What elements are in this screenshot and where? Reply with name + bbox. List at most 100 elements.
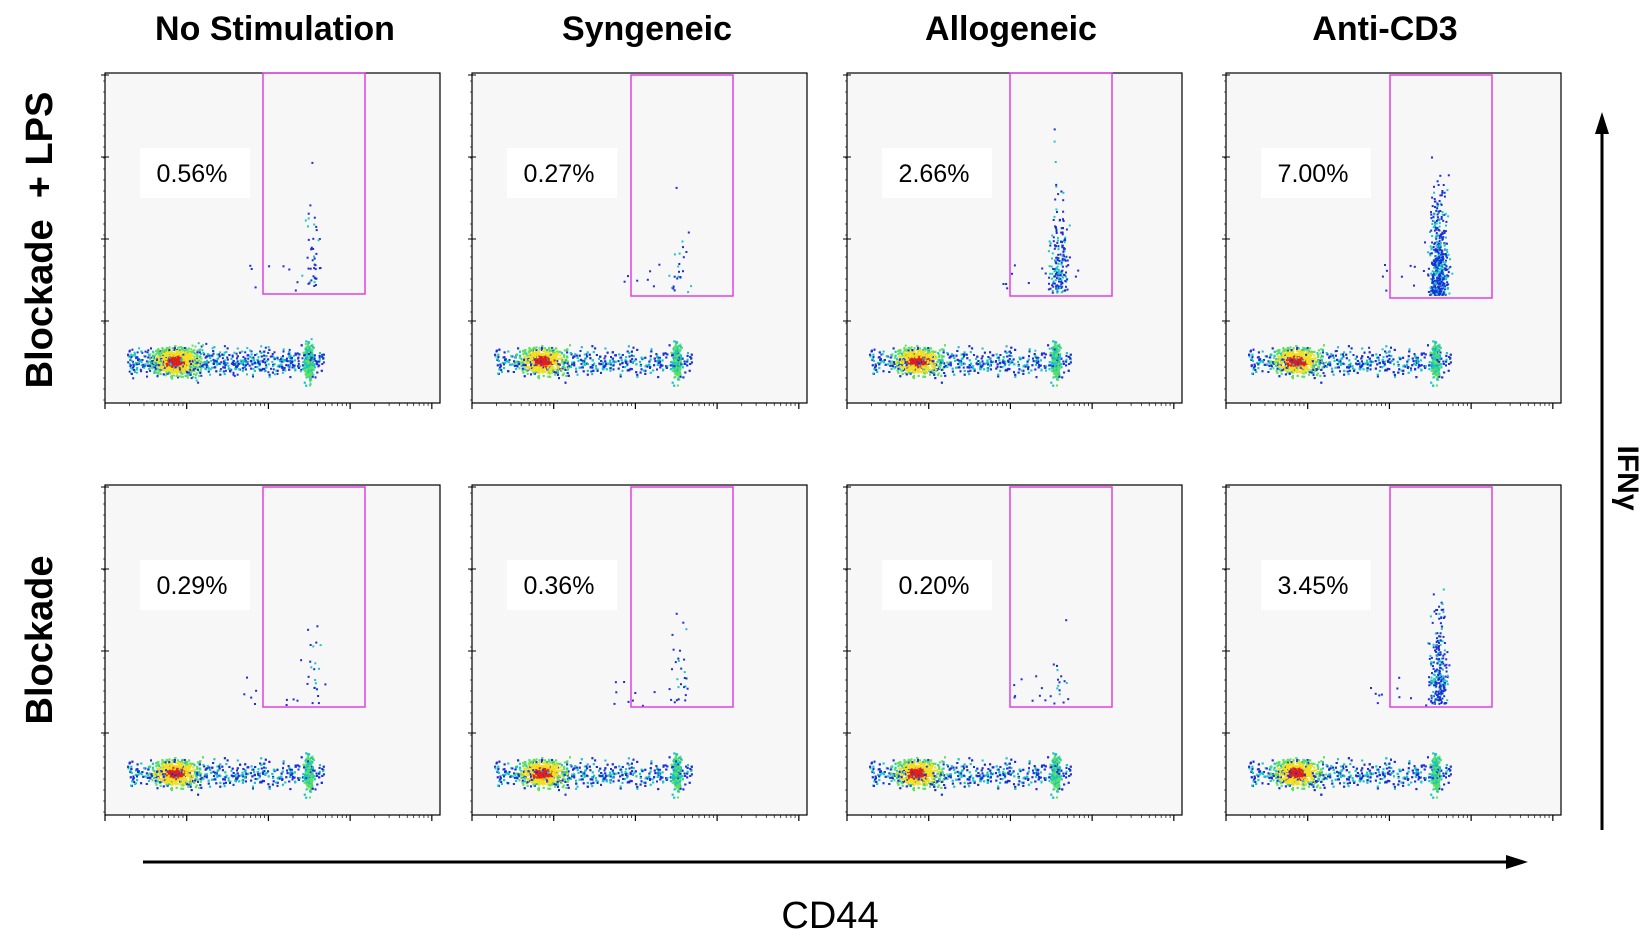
event-dot <box>526 366 529 368</box>
event-dot <box>595 365 597 368</box>
event-dot <box>307 351 309 354</box>
event-dot <box>194 376 197 379</box>
event-dot <box>553 355 556 358</box>
event-dot <box>193 373 195 376</box>
event-dot <box>517 347 520 350</box>
event-dot <box>168 349 171 352</box>
event-dot <box>239 351 242 354</box>
event-dot <box>154 367 157 370</box>
event-dot <box>156 355 159 358</box>
event-dot <box>219 351 222 354</box>
event-dot <box>588 353 591 356</box>
event-dot <box>530 366 533 369</box>
event-dot <box>154 366 157 369</box>
event-dot <box>174 363 176 366</box>
event-dot <box>294 369 297 372</box>
sparse-dot <box>313 267 316 270</box>
event-dot <box>561 359 564 362</box>
event-dot <box>529 352 532 355</box>
event-dot <box>170 358 173 361</box>
event-dot <box>268 373 271 376</box>
event-dot <box>129 364 132 367</box>
event-dot <box>199 360 202 363</box>
event-dot <box>267 346 270 349</box>
event-dot <box>526 372 529 375</box>
event-dot <box>230 362 233 365</box>
gated-dot <box>313 216 316 219</box>
event-dot <box>494 355 497 358</box>
event-dot <box>542 349 544 352</box>
event-dot <box>552 368 555 370</box>
event-dot <box>619 373 622 376</box>
event-dot <box>614 354 617 357</box>
event-dot <box>148 360 151 363</box>
event-dot <box>171 359 174 362</box>
event-dot <box>252 356 255 359</box>
event-dot <box>198 358 201 361</box>
event-dot <box>155 357 158 360</box>
event-dot <box>164 349 167 352</box>
event-dot <box>225 351 228 354</box>
event-dot <box>530 355 533 358</box>
event-dot <box>151 350 154 353</box>
event-dot <box>676 374 679 376</box>
event-dot <box>566 348 569 351</box>
event-dot <box>318 356 321 359</box>
event-dot <box>171 364 174 367</box>
event-dot <box>222 353 225 356</box>
event-dot <box>556 354 558 357</box>
event-dot <box>233 363 236 365</box>
event-dot <box>594 347 597 350</box>
event-dot <box>679 354 682 357</box>
event-dot <box>211 347 214 350</box>
event-dot <box>592 351 595 354</box>
event-dot <box>172 359 175 362</box>
event-dot <box>494 353 497 356</box>
event-dot <box>621 369 624 372</box>
event-dot <box>165 349 168 352</box>
event-dot <box>669 364 672 367</box>
event-dot <box>168 356 171 359</box>
event-dot <box>242 367 245 370</box>
event-dot <box>282 355 284 358</box>
event-dot <box>609 363 612 366</box>
event-dot <box>155 353 158 356</box>
event-dot <box>288 354 291 357</box>
event-dot <box>230 357 233 360</box>
event-dot <box>239 359 242 362</box>
gated-dot <box>315 225 318 228</box>
event-dot <box>285 358 288 361</box>
event-dot <box>185 360 188 362</box>
event-dot <box>223 351 226 354</box>
event-dot <box>292 354 295 357</box>
event-dot <box>547 354 550 357</box>
event-dot <box>180 346 183 348</box>
event-dot <box>551 347 554 349</box>
event-dot <box>568 365 571 368</box>
event-dot <box>173 346 176 349</box>
event-dot <box>166 353 169 356</box>
event-dot <box>205 342 208 345</box>
event-dot <box>169 372 172 375</box>
event-dot <box>229 368 232 371</box>
sparse-dot <box>268 265 271 268</box>
event-dot <box>174 345 177 347</box>
event-dot <box>187 365 190 368</box>
event-dot <box>190 377 193 380</box>
event-dot <box>260 345 263 348</box>
event-dot <box>503 363 505 366</box>
event-dot <box>259 368 262 371</box>
event-dot <box>186 361 189 364</box>
event-dot <box>244 357 247 360</box>
event-dot <box>505 360 508 363</box>
event-dot <box>307 365 310 368</box>
event-dot <box>315 360 318 363</box>
event-dot <box>161 361 164 364</box>
event-dot <box>166 347 169 350</box>
gated-dot <box>312 248 315 250</box>
event-dot <box>171 355 174 358</box>
event-dot <box>523 368 526 371</box>
event-dot <box>556 370 559 373</box>
event-dot <box>211 366 213 369</box>
event-dot <box>318 364 321 367</box>
